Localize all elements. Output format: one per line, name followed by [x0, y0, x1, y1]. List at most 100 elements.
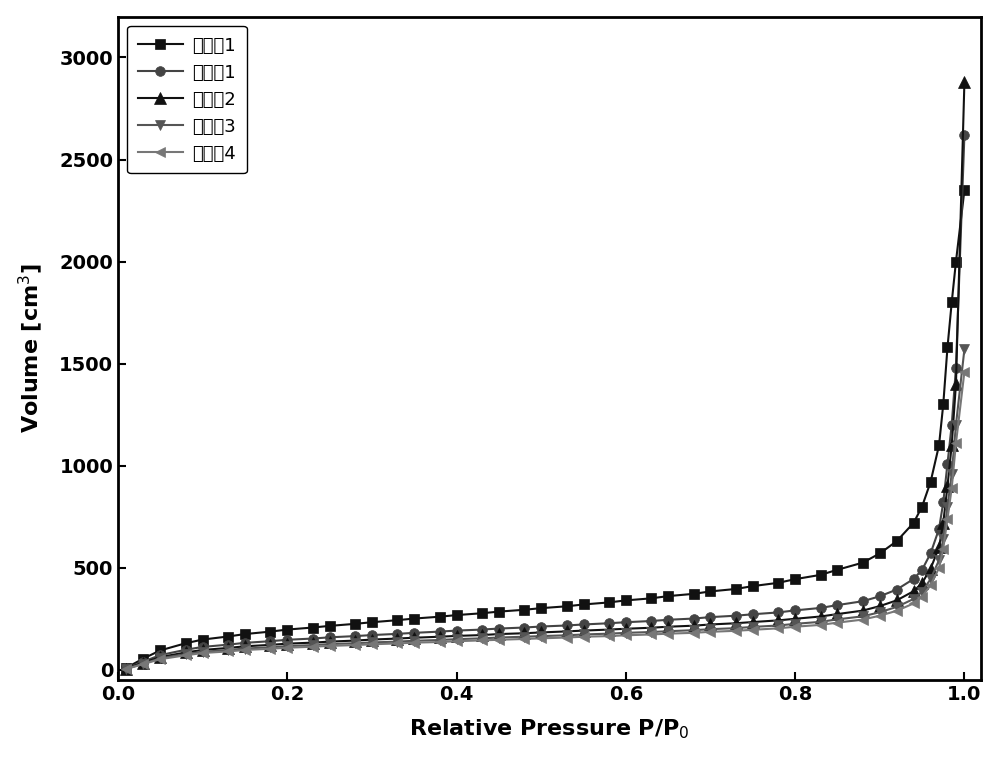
- 实施例4: [730, 626, 742, 635]
- 实施例1: [239, 638, 251, 647]
- 实施例4: [789, 622, 801, 631]
- 实施例1: [772, 608, 784, 617]
- 实施例1: [908, 575, 920, 584]
- 对比例1: [958, 186, 970, 195]
- 对比例1: [222, 632, 234, 641]
- 实施例2: [874, 602, 886, 611]
- Line: 实施例3: 实施例3: [122, 344, 969, 674]
- 实施例2: [518, 628, 530, 637]
- 实施例4: [603, 631, 615, 641]
- 实施例4: [815, 620, 827, 629]
- 对比例1: [789, 575, 801, 584]
- 实施例3: [916, 587, 928, 596]
- 实施例1: [704, 612, 716, 622]
- 实施例3: [950, 421, 962, 430]
- 实施例4: [120, 665, 132, 674]
- 实施例1: [154, 650, 166, 659]
- 对比例1: [349, 619, 361, 628]
- 实施例3: [925, 575, 937, 584]
- 实施例2: [662, 622, 674, 631]
- 实施例4: [391, 639, 403, 648]
- 实施例1: [222, 640, 234, 649]
- 实施例3: [561, 631, 573, 640]
- 实施例3: [747, 622, 759, 631]
- 实施例3: [408, 636, 420, 645]
- 实施例2: [925, 564, 937, 573]
- 实施例3: [874, 608, 886, 617]
- 实施例1: [662, 615, 674, 625]
- Legend: 对比例1, 实施例1, 实施例2, 实施例3, 实施例4: 对比例1, 实施例1, 实施例2, 实施例3, 实施例4: [127, 26, 247, 174]
- 实施例4: [958, 367, 970, 376]
- 实施例4: [180, 650, 192, 659]
- 对比例1: [908, 518, 920, 528]
- 实施例2: [916, 578, 928, 587]
- 实施例4: [451, 637, 463, 646]
- 对比例1: [239, 629, 251, 638]
- 实施例4: [908, 599, 920, 608]
- 实施例4: [366, 640, 378, 649]
- 实施例4: [747, 625, 759, 634]
- 实施例2: [239, 642, 251, 651]
- 对比例1: [772, 578, 784, 587]
- 实施例1: [434, 627, 446, 636]
- 实施例3: [307, 641, 319, 650]
- 实施例3: [941, 502, 953, 511]
- 实施例2: [366, 635, 378, 644]
- 实施例3: [789, 619, 801, 628]
- 实施例3: [535, 631, 547, 641]
- 实施例4: [645, 630, 657, 639]
- Line: 实施例4: 实施例4: [122, 367, 969, 674]
- 对比例1: [137, 654, 149, 663]
- 实施例2: [307, 638, 319, 647]
- 实施例2: [264, 641, 276, 650]
- 对比例1: [941, 343, 953, 352]
- 实施例1: [941, 459, 953, 468]
- 实施例4: [950, 439, 962, 448]
- 实施例1: [603, 619, 615, 628]
- 实施例1: [958, 130, 970, 139]
- 对比例1: [662, 591, 674, 600]
- 实施例2: [535, 628, 547, 637]
- 实施例3: [180, 650, 192, 659]
- 实施例3: [704, 625, 716, 634]
- 实施例1: [933, 525, 945, 534]
- 对比例1: [180, 639, 192, 648]
- 实施例2: [815, 612, 827, 621]
- 实施例3: [603, 629, 615, 638]
- 实施例2: [958, 77, 970, 86]
- 实施例1: [578, 620, 590, 629]
- 实施例3: [518, 632, 530, 641]
- 对比例1: [946, 298, 958, 307]
- 实施例3: [772, 621, 784, 630]
- 实施例2: [645, 623, 657, 632]
- 实施例1: [197, 642, 209, 651]
- 实施例3: [946, 469, 958, 478]
- 对比例1: [518, 605, 530, 614]
- 实施例2: [946, 440, 958, 449]
- 实施例2: [476, 631, 488, 640]
- 实施例2: [620, 624, 632, 633]
- 对比例1: [874, 549, 886, 558]
- 实施例3: [434, 635, 446, 644]
- 实施例1: [831, 600, 843, 609]
- 实施例1: [493, 624, 505, 633]
- 实施例3: [645, 628, 657, 637]
- 实施例1: [857, 597, 869, 606]
- 实施例4: [197, 649, 209, 658]
- 实施例3: [281, 641, 293, 650]
- 实施例2: [789, 614, 801, 623]
- 实施例4: [222, 647, 234, 656]
- 实施例2: [434, 632, 446, 641]
- 对比例1: [891, 537, 903, 546]
- 对比例1: [451, 610, 463, 619]
- 对比例1: [324, 622, 336, 631]
- 对比例1: [857, 558, 869, 567]
- 实施例3: [662, 627, 674, 636]
- 实施例1: [451, 626, 463, 635]
- 实施例3: [197, 647, 209, 656]
- 实施例4: [925, 581, 937, 590]
- 对比例1: [120, 663, 132, 672]
- 实施例4: [704, 628, 716, 637]
- 实施例3: [391, 637, 403, 646]
- 实施例1: [535, 622, 547, 631]
